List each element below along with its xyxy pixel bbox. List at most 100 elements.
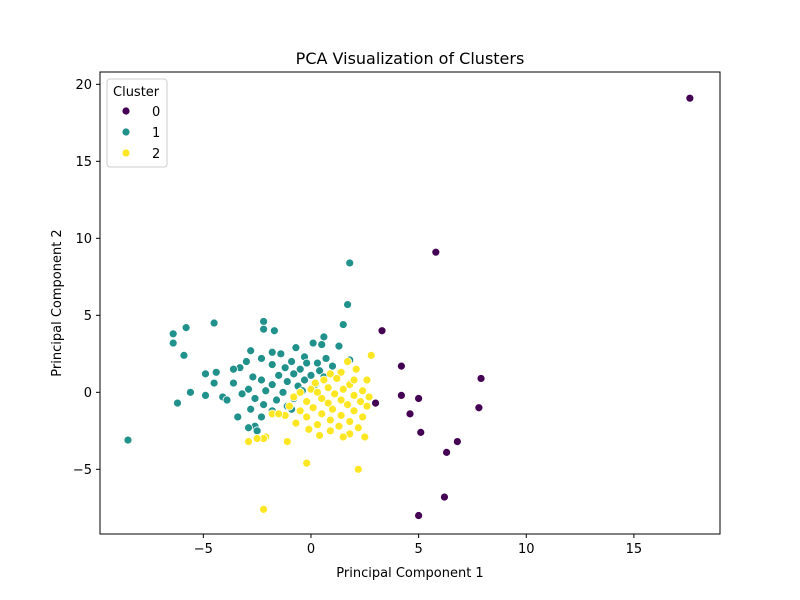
point-cluster-1 — [306, 370, 316, 380]
point-cluster-1 — [244, 384, 253, 394]
point-cluster-2 — [366, 350, 376, 360]
x-axis-label: Principal Component 1 — [336, 566, 483, 581]
point-cluster-2 — [302, 458, 312, 468]
point-cluster-2 — [332, 374, 342, 383]
y-tick-label: 0 — [84, 386, 92, 401]
legend-box — [106, 78, 168, 168]
x-tick-label: 10 — [518, 542, 535, 557]
y-axis-ticks: −5 0 5 10 15 20 — [73, 78, 100, 478]
point-cluster-1 — [181, 323, 191, 333]
point-cluster-1 — [246, 404, 256, 414]
point-cluster-2 — [315, 431, 324, 440]
y-axis-label: Principal Component 2 — [50, 229, 65, 376]
point-cluster-2 — [334, 421, 344, 431]
point-cluster-2 — [285, 401, 294, 411]
point-cluster-0 — [416, 427, 426, 437]
point-cluster-1 — [343, 300, 352, 309]
x-tick-label: 15 — [626, 542, 643, 557]
point-cluster-2 — [338, 384, 348, 394]
point-cluster-1 — [302, 358, 312, 368]
point-cluster-1 — [257, 412, 266, 422]
point-cluster-0 — [474, 403, 484, 413]
point-cluster-1 — [244, 423, 253, 433]
point-cluster-1 — [241, 357, 251, 366]
point-cluster-1 — [246, 346, 256, 356]
point-cluster-1 — [173, 398, 182, 408]
point-cluster-1 — [229, 364, 238, 374]
point-cluster-1 — [222, 395, 232, 405]
y-tick-label: 10 — [75, 232, 92, 247]
point-cluster-2 — [313, 420, 322, 430]
point-cluster-2 — [295, 406, 305, 416]
point-cluster-2 — [349, 375, 359, 385]
point-cluster-0 — [685, 93, 695, 103]
point-cluster-1 — [257, 375, 266, 385]
point-cluster-0 — [440, 492, 449, 502]
point-cluster-1 — [252, 426, 262, 436]
point-cluster-1 — [179, 350, 189, 360]
x-tick-label: 5 — [414, 542, 422, 557]
point-cluster-1 — [168, 338, 178, 348]
y-tick-label: 15 — [75, 155, 92, 170]
point-cluster-1 — [168, 329, 178, 339]
point-cluster-1 — [328, 361, 337, 371]
point-cluster-1 — [315, 366, 324, 376]
chart-title: PCA Visualization of Clusters — [296, 49, 525, 68]
legend-title: Cluster — [113, 85, 160, 100]
point-cluster-1 — [269, 326, 279, 336]
point-cluster-2 — [358, 412, 368, 422]
point-cluster-2 — [302, 397, 312, 406]
point-cluster-1 — [267, 347, 277, 357]
point-cluster-1 — [250, 394, 260, 403]
point-cluster-2 — [323, 383, 333, 393]
point-cluster-1 — [287, 357, 297, 366]
point-cluster-1 — [308, 338, 318, 348]
point-cluster-2 — [317, 394, 327, 403]
point-cluster-2 — [308, 403, 318, 413]
point-cluster-2 — [291, 418, 301, 428]
point-cluster-1 — [317, 340, 327, 349]
point-cluster-2 — [323, 398, 333, 408]
point-cluster-2 — [325, 369, 335, 379]
x-tick-label: −5 — [194, 542, 213, 557]
point-cluster-1 — [338, 320, 348, 329]
point-cluster-2 — [325, 415, 335, 425]
point-cluster-2 — [330, 389, 340, 399]
point-cluster-1 — [257, 354, 266, 363]
point-cluster-2 — [351, 364, 361, 374]
point-cluster-0 — [452, 437, 462, 447]
point-cluster-2 — [302, 412, 312, 422]
point-cluster-0 — [442, 447, 452, 457]
point-cluster-1 — [274, 370, 284, 380]
point-cluster-1 — [186, 387, 195, 397]
legend-label: 1 — [152, 126, 160, 141]
point-cluster-2 — [364, 392, 374, 402]
point-cluster-2 — [244, 437, 253, 447]
point-cluster-1 — [313, 358, 322, 368]
y-tick-label: 5 — [84, 309, 92, 324]
point-cluster-2 — [289, 392, 299, 402]
point-cluster-1 — [201, 369, 210, 379]
point-cluster-2 — [282, 437, 292, 447]
point-cluster-1 — [289, 369, 299, 379]
point-cluster-2 — [336, 411, 346, 420]
point-cluster-2 — [319, 375, 329, 385]
point-cluster-1 — [259, 317, 269, 326]
point-cluster-1 — [291, 343, 301, 353]
point-cluster-2 — [353, 423, 363, 433]
legend-marker — [121, 127, 131, 137]
point-cluster-1 — [282, 377, 292, 386]
x-axis-ticks: −5 0 5 10 15 — [194, 534, 642, 557]
point-cluster-1 — [123, 435, 133, 445]
point-cluster-2 — [310, 378, 320, 388]
point-cluster-1 — [334, 341, 344, 351]
legend-label: 0 — [152, 105, 160, 120]
point-cluster-2 — [343, 400, 352, 410]
y-tick-label: −5 — [73, 463, 92, 478]
point-cluster-0 — [371, 398, 380, 408]
point-cluster-1 — [321, 354, 331, 363]
point-cluster-1 — [209, 378, 219, 388]
x-tick-label: 0 — [307, 542, 315, 557]
point-cluster-1 — [295, 364, 305, 374]
point-cluster-1 — [272, 395, 281, 405]
